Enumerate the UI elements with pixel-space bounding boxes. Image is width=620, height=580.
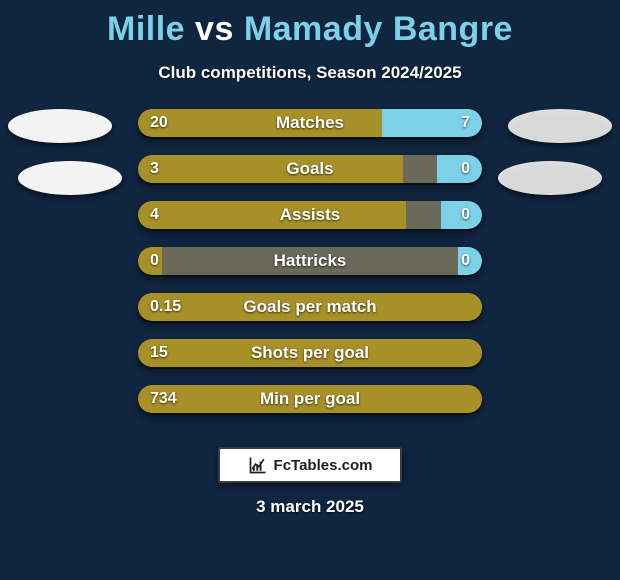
stats-stage: 207Matches 30Goals 40Assists 00Hattricks 0.1… [0, 109, 620, 429]
stat-bars: 207Matches 30Goals 40Assists 00Hattricks 0.1… [138, 109, 482, 431]
stat-bar-left [138, 201, 406, 229]
title-vs: vs [195, 10, 234, 48]
stat-bar-right [437, 155, 482, 183]
logo-text: FcTables.com [274, 457, 373, 474]
player1-club-badge-1 [8, 109, 112, 143]
stat-bar-left [138, 155, 403, 183]
stat-row: 15Shots per goal [138, 339, 482, 367]
stat-row: 734Min per goal [138, 385, 482, 413]
stat-bar-right [382, 109, 482, 137]
player2-club-badge-1 [508, 109, 612, 143]
player1-club-badge-2 [18, 161, 122, 195]
title-player2: Mamady Bangre [244, 10, 513, 48]
stat-bar-left [138, 385, 482, 413]
stat-bar-left [138, 109, 382, 137]
stat-bar-right [458, 247, 482, 275]
comparison-card: Mille vs Mamady Bangre Club competitions… [0, 0, 620, 580]
page-title: Mille vs Mamady Bangre [0, 10, 620, 49]
stat-bar-left [138, 293, 482, 321]
stat-bar-left [138, 339, 482, 367]
stat-row: 207Matches [138, 109, 482, 137]
date-text: 3 march 2025 [0, 497, 620, 517]
fctables-logo[interactable]: FcTables.com [218, 447, 402, 483]
stat-bar-right [441, 201, 482, 229]
chart-icon [248, 455, 268, 475]
stat-row: 40Assists [138, 201, 482, 229]
stat-row: 30Goals [138, 155, 482, 183]
subtitle: Club competitions, Season 2024/2025 [0, 63, 620, 83]
title-player1: Mille [107, 10, 185, 48]
stat-bar-left [138, 247, 162, 275]
stat-row: 0.15Goals per match [138, 293, 482, 321]
stat-row: 00Hattricks [138, 247, 482, 275]
player2-club-badge-2 [498, 161, 602, 195]
